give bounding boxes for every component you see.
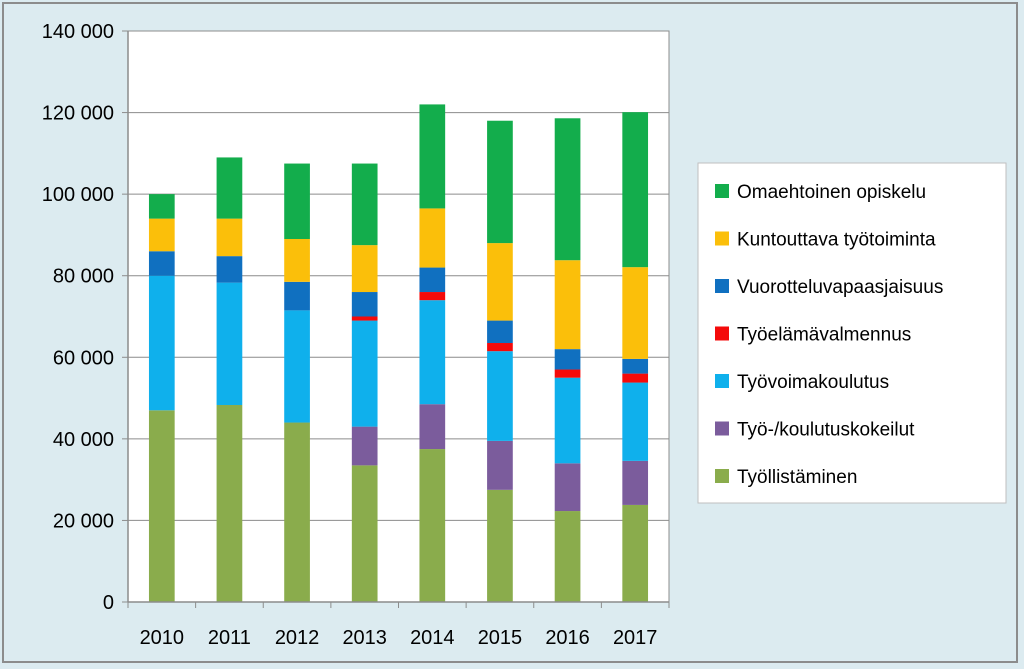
bar-segment	[487, 320, 513, 344]
y-tick-label: 80 000	[53, 266, 114, 288]
bar-segment	[419, 104, 446, 209]
x-tick-label: 2016	[545, 627, 590, 649]
x-tick-label: 2010	[140, 627, 185, 649]
x-tick-label: 2017	[613, 627, 658, 649]
legend-swatch	[715, 279, 729, 293]
bar-segment	[419, 208, 446, 268]
bar-segment	[216, 157, 243, 219]
bar-segment	[419, 404, 446, 450]
bar-segment	[351, 320, 378, 427]
bar-segment	[622, 504, 649, 602]
legend-swatch	[715, 421, 729, 436]
bar-segment	[148, 251, 175, 276]
legend-swatch	[715, 326, 729, 341]
legend-label: Kuntouttava työtoiminta	[737, 230, 936, 251]
bar-segment	[148, 194, 175, 219]
x-tick-label: 2013	[342, 627, 387, 649]
bar-segment	[554, 260, 581, 350]
legend-label: Vuorotteluvapaasjaisuus	[737, 277, 943, 298]
bar-segment	[487, 243, 513, 321]
bar-segment	[216, 405, 243, 602]
stacked-bar-chart: 0 20 000 40 000 60 000 80 000 100 000 120 000 1…	[42, 21, 1007, 649]
bar-segment	[487, 440, 513, 490]
y-tick-label: 0	[103, 592, 114, 614]
bar-segment	[554, 377, 581, 464]
legend-swatch	[715, 184, 729, 198]
legend-swatch	[715, 231, 729, 246]
x-tick-label: 2012	[275, 627, 320, 649]
legend-swatch	[715, 374, 729, 388]
legend-label: Työllistäminen	[737, 467, 857, 488]
bar-segment	[284, 281, 310, 311]
bar-segment	[351, 316, 378, 321]
x-axis-ticks: 2010 2011 2012 2013 2014 2015 2016 2017	[127, 602, 670, 649]
bar-segment	[351, 465, 378, 602]
legend-label: Työ-/koulutuskokeilut	[737, 420, 915, 441]
x-tick-label: 2014	[410, 627, 455, 649]
bar-segment	[284, 422, 310, 602]
x-tick-label: 2015	[478, 627, 523, 649]
bar-segment	[622, 373, 649, 383]
bar-segment	[148, 218, 175, 252]
bar-segment	[216, 256, 243, 283]
bar-segment	[351, 426, 378, 466]
y-axis-ticks: 0 20 000 40 000 60 000 80 000 100 000 120 000 1…	[42, 21, 128, 614]
bar-segment	[284, 163, 310, 240]
bar-segment	[216, 282, 243, 406]
bar-segment	[284, 310, 310, 423]
bar-segment	[487, 489, 513, 602]
bar-segment	[487, 120, 513, 244]
bar-segment	[148, 410, 175, 602]
bar-segment	[487, 351, 513, 441]
y-tick-label: 60 000	[53, 347, 114, 369]
y-tick-label: 20 000	[53, 510, 114, 532]
bar-segment	[351, 245, 378, 293]
bar-segment	[554, 349, 581, 370]
legend-swatch	[715, 469, 729, 483]
bar-segment	[622, 112, 649, 268]
bar-segment	[622, 267, 649, 359]
bar-segment	[554, 463, 581, 512]
bar-segment	[622, 382, 649, 461]
bars	[148, 104, 649, 602]
y-tick-label: 100 000	[42, 184, 114, 206]
legend: Omaehtoinen opiskelu Kuntouttava työtoimi…	[697, 162, 1007, 504]
bar-segment	[554, 511, 581, 602]
bar-segment	[351, 292, 378, 317]
bar-segment	[216, 218, 243, 257]
bar-segment	[419, 449, 446, 602]
y-tick-label: 120 000	[42, 103, 114, 125]
y-tick-label: 140 000	[42, 21, 114, 43]
bar-segment	[554, 118, 581, 261]
bar-segment	[148, 275, 175, 411]
bar-segment	[419, 292, 446, 301]
bar-segment	[487, 343, 513, 352]
bar-segment	[622, 460, 649, 505]
bar-segment	[351, 163, 378, 246]
legend-label: Työelämävalmennus	[737, 325, 911, 346]
legend-box	[697, 162, 1007, 504]
bar-segment	[622, 358, 649, 374]
bar-segment	[419, 300, 446, 405]
bar-segment	[419, 267, 446, 293]
legend-label: Omaehtoinen opiskelu	[737, 182, 926, 203]
y-tick-label: 40 000	[53, 429, 114, 451]
plot-area	[127, 30, 670, 603]
x-tick-label: 2011	[208, 627, 251, 649]
bar-segment	[554, 369, 581, 378]
bar-segment	[284, 239, 310, 282]
legend-label: Työvoimakoulutus	[737, 372, 889, 393]
